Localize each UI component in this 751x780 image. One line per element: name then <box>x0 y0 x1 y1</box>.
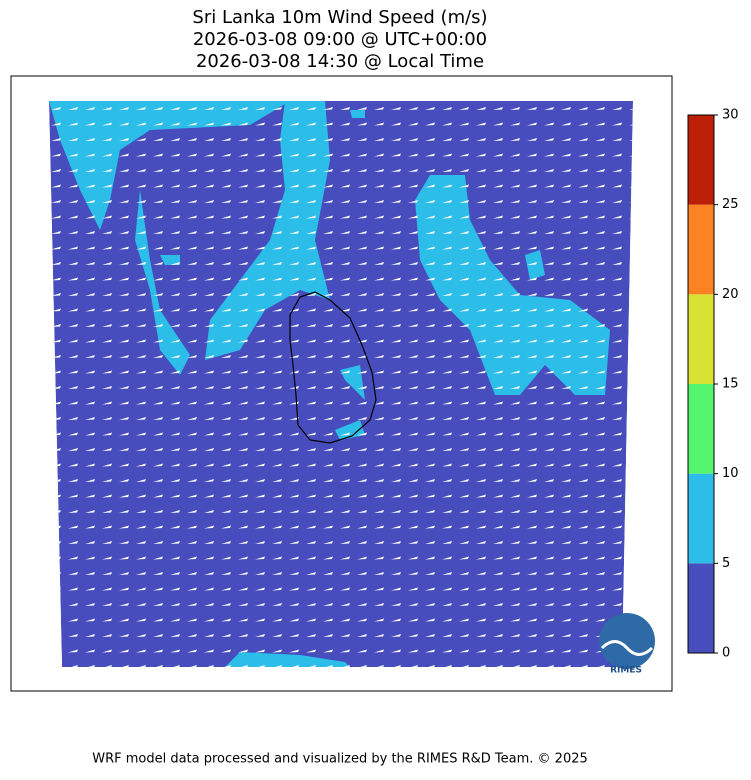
title-line: 2026-03-08 09:00 @ UTC+00:00 <box>193 29 487 50</box>
logo-text: RIMES <box>610 666 642 676</box>
logo-emblem <box>599 613 655 669</box>
sri-lanka-coastline <box>289 291 377 444</box>
colorbar-segment <box>688 473 714 564</box>
map <box>49 101 633 667</box>
colorbar-tick-label: 5 <box>722 556 730 571</box>
colorbar-tick-label: 0 <box>722 646 730 661</box>
title-line: Sri Lanka 10m Wind Speed (m/s) <box>192 7 487 28</box>
colorbar-segment <box>688 115 714 205</box>
title-line: 2026-03-08 14:30 @ Local Time <box>196 51 484 72</box>
logo-wave <box>600 640 654 656</box>
colorbar: 0 5 10 15 20 25 30 <box>687 108 739 661</box>
colorbar-segment <box>688 204 714 295</box>
colorbar-tick-label: 10 <box>722 466 739 481</box>
colorbar-segment <box>688 384 714 474</box>
colorbar-segment <box>688 563 714 653</box>
colorbar-segment <box>688 294 714 384</box>
wind-arrows <box>49 101 633 667</box>
footer: WRF model data processed and visualized … <box>92 752 588 767</box>
logo: RIMES <box>599 613 655 676</box>
map-frame <box>10 75 673 692</box>
colorbar-tick-label: 15 <box>722 377 739 392</box>
colorbar-tick-label: 20 <box>722 287 739 302</box>
colorbar-tick-label: 25 <box>722 197 739 212</box>
colorbar-tick-label: 30 <box>722 108 739 123</box>
